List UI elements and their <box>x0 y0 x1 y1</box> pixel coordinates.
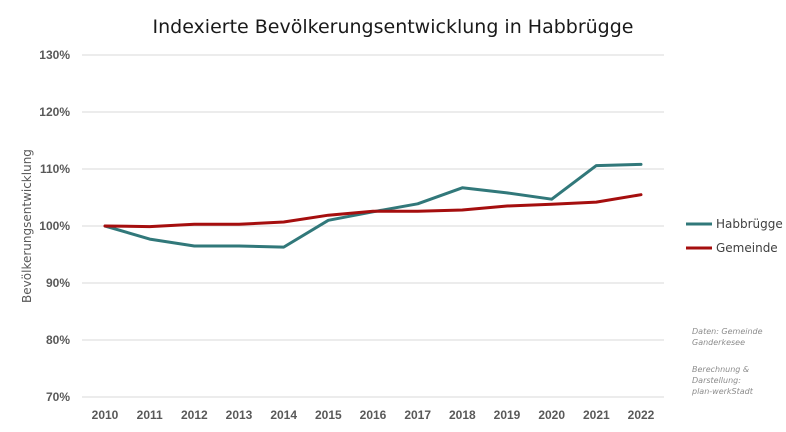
annotation-text: Ganderkesee <box>692 338 745 347</box>
annotation-text: Berechnung & <box>692 365 749 374</box>
x-tick-label: 2014 <box>270 408 297 422</box>
annotation-text: plan-werkStadt <box>691 387 754 396</box>
y-tick-label: 90% <box>46 276 70 290</box>
chart-legend: Habbrügge Gemeinde <box>686 217 783 255</box>
x-tick-label: 2013 <box>226 408 253 422</box>
y-tick-label: 110% <box>40 162 70 176</box>
chart-title: Indexierte Bevölkerungsentwicklung in Ha… <box>153 16 634 38</box>
y-axis-title: Bevölkerungsentwicklung <box>20 149 34 303</box>
annotation-text: Darstellung: <box>692 376 741 385</box>
y-axis-tick-labels: 70% 80% 90% 100% 110% 120% 130% <box>39 48 70 404</box>
x-tick-label: 2022 <box>628 408 655 422</box>
legend-label: Gemeinde <box>716 241 778 255</box>
y-tick-label: 70% <box>46 390 70 404</box>
x-tick-label: 2018 <box>449 408 476 422</box>
x-tick-label: 2019 <box>494 408 521 422</box>
x-tick-label: 2015 <box>315 408 342 422</box>
x-tick-label: 2021 <box>583 408 610 422</box>
y-tick-label: 120% <box>39 105 70 119</box>
source-annotations: Daten: Gemeinde Ganderkesee Berechnung & Da… <box>691 327 763 396</box>
x-tick-label: 2020 <box>538 408 565 422</box>
x-tick-label: 2010 <box>92 408 119 422</box>
x-tick-label: 2017 <box>404 408 431 422</box>
data-series <box>103 162 643 249</box>
x-tick-label: 2011 <box>137 408 163 422</box>
y-tick-label: 80% <box>46 333 70 347</box>
y-tick-label: 100% <box>39 219 70 233</box>
x-tick-label: 2016 <box>360 408 387 422</box>
annotation-text: Daten: Gemeinde <box>692 327 763 336</box>
x-tick-label: 2012 <box>181 408 208 422</box>
series-line-0 <box>103 162 643 249</box>
x-axis-tick-labels: 2010 2011 2012 2013 2014 2015 2016 2017 2018 2019… <box>92 408 655 422</box>
series-line-1 <box>103 193 643 229</box>
legend-label: Habbrügge <box>716 217 783 231</box>
y-tick-label: 130% <box>39 48 70 62</box>
